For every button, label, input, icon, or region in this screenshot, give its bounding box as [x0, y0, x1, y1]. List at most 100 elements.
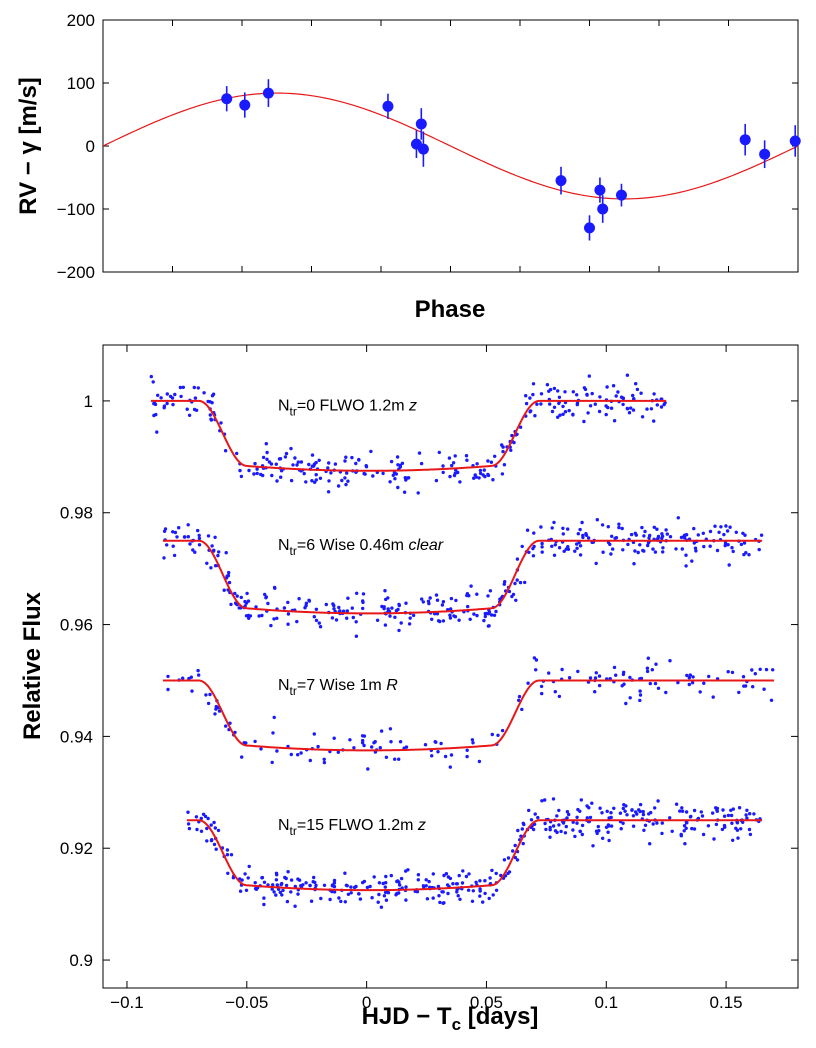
lc-point: [214, 847, 218, 851]
lc-point: [395, 455, 400, 459]
lc-point: [575, 815, 579, 819]
lc-point: [631, 824, 636, 828]
rv-point: [382, 93, 394, 119]
lc-point: [645, 666, 650, 670]
lc-point: [702, 544, 706, 549]
lc-point: [607, 824, 611, 828]
lc-point: [552, 405, 557, 409]
lc-point: [272, 617, 276, 621]
lc-point: [682, 829, 686, 833]
lc-point: [482, 618, 486, 623]
lc-point: [611, 547, 615, 551]
lc-point: [267, 460, 272, 464]
lc-point: [291, 463, 295, 467]
lc-point: [632, 562, 636, 566]
lc-point: [612, 419, 617, 423]
lc-point: [520, 707, 524, 712]
lc-point: [552, 520, 556, 525]
lc-point: [162, 404, 167, 408]
lc-point: [457, 873, 461, 878]
lc-point: [736, 836, 740, 840]
lc-point: [588, 815, 593, 820]
lc-point: [489, 613, 494, 617]
lc-point: [265, 457, 269, 461]
lc-point: [364, 465, 369, 469]
lc-point: [496, 733, 500, 737]
lc-point: [361, 606, 365, 611]
lc-point: [260, 875, 265, 880]
lc-point: [223, 449, 228, 453]
lc-point: [289, 878, 294, 882]
lc-point: [289, 478, 294, 483]
lc-point: [326, 466, 330, 470]
lc-point: [254, 605, 258, 609]
lc-point: [688, 815, 693, 819]
lc-point: [655, 527, 659, 531]
lc-point: [692, 526, 696, 531]
lc-point: [540, 541, 544, 546]
lc-point: [606, 830, 610, 834]
lc-point: [471, 889, 475, 893]
lc-point: [346, 479, 350, 483]
lc-point: [453, 454, 457, 458]
lc-point: [208, 692, 212, 697]
lc-point: [265, 450, 269, 455]
lc-point: [304, 881, 308, 885]
lc-point: [676, 516, 680, 520]
lc-point: [711, 695, 715, 699]
lc-point: [253, 461, 257, 466]
lc-point: [424, 878, 428, 882]
lc-point: [683, 842, 687, 846]
lc-point: [762, 687, 766, 691]
lc-point: [494, 871, 498, 876]
rv-marker: [382, 100, 394, 112]
lc-point: [630, 808, 634, 812]
lc-point: [185, 407, 189, 411]
lc-xlabel: HJD − Tc [days]: [362, 1003, 539, 1034]
lc-point: [165, 543, 169, 547]
lc-point: [255, 467, 259, 471]
lc-point: [555, 830, 559, 835]
lc-point: [668, 816, 672, 820]
lc-xtick-label: 0.15: [710, 993, 743, 1012]
lc-point: [199, 829, 204, 833]
lc-point: [407, 476, 411, 480]
rv-point: [789, 125, 801, 157]
lc-point: [389, 873, 393, 878]
lc-point: [486, 612, 491, 616]
lc-point: [525, 528, 530, 532]
lc-point: [442, 901, 446, 905]
lc-point: [513, 855, 518, 860]
lc-point: [213, 712, 217, 716]
lc-point: [720, 827, 725, 832]
lc-point: [556, 389, 560, 393]
lc-point: [384, 874, 388, 879]
lc-point: [297, 597, 301, 601]
lc-point: [751, 685, 755, 689]
lc-point: [719, 525, 723, 529]
lc-point: [511, 849, 515, 853]
lc-point: [397, 628, 401, 633]
lc-point: [156, 393, 160, 397]
lc-point: [655, 821, 659, 825]
lc-point: [270, 760, 274, 765]
lc-point: [421, 884, 426, 888]
lc-point: [696, 533, 700, 537]
lc-point: [448, 616, 453, 620]
lc-point: [593, 402, 597, 406]
lc-point: [582, 419, 586, 424]
rv-ytick-label: 0: [86, 137, 95, 156]
lc-point: [431, 872, 435, 876]
lc-point: [271, 731, 275, 735]
lc-point: [443, 754, 448, 759]
lc-point: [441, 470, 445, 475]
lc-point: [172, 553, 177, 558]
lc-point: [345, 609, 349, 613]
lc-point: [357, 458, 361, 462]
lc-point: [196, 386, 200, 390]
lc-point: [764, 667, 769, 672]
lc-point: [519, 834, 523, 838]
lc-series-label: Ntr=6 Wise 0.46m clear: [278, 537, 444, 558]
lc-point: [714, 822, 719, 827]
lc-point: [490, 732, 494, 737]
